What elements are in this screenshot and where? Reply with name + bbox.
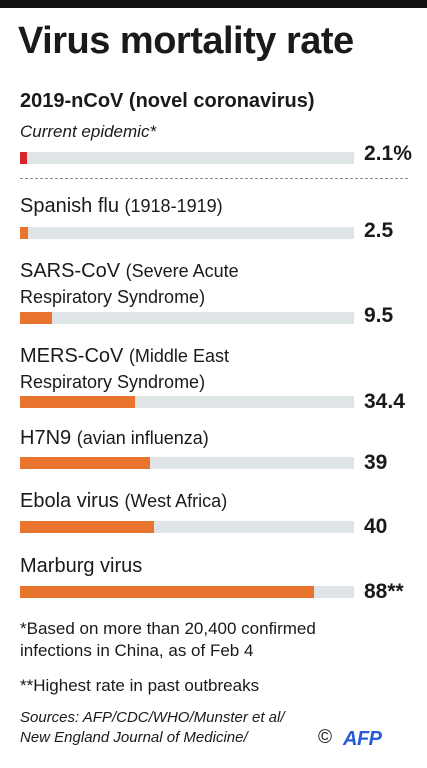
row-label-sars: SARS-CoV (Severe Acute xyxy=(20,258,239,284)
bar-track-spanish-flu xyxy=(20,227,354,239)
series-name: Spanish flu xyxy=(20,195,119,217)
afp-logo: AFP xyxy=(343,728,382,750)
bar-track-sars xyxy=(20,312,354,324)
value-label-h7n9: 39 xyxy=(364,451,388,474)
value-label-mers: 34.4 xyxy=(364,390,405,413)
value-label-marburg: 88** xyxy=(364,580,404,603)
bar-track-marburg xyxy=(20,586,354,598)
value-label-ncov: 2.1% xyxy=(364,142,412,165)
sources: Sources: AFP/CDC/WHO/Munster et al/ New … xyxy=(20,708,285,748)
chart-title: Virus mortality rate xyxy=(18,20,354,62)
sources-line1: Sources: AFP/CDC/WHO/Munster et al/ xyxy=(20,709,285,726)
row-label-ncov: 2019-nCoV (novel coronavirus) xyxy=(20,88,315,114)
series-sub: (1918-1919) xyxy=(124,196,223,216)
footnote-2: **Highest rate in past outbreaks xyxy=(20,676,260,695)
bar-h7n9 xyxy=(20,457,151,469)
footnote-1-line1: *Based on more than 20,400 confirmed xyxy=(20,619,316,638)
series-sub: (Severe Acute xyxy=(125,261,239,281)
series-sub: (West Africa) xyxy=(124,491,228,511)
copyright-symbol: © xyxy=(318,727,332,748)
bar-track-h7n9 xyxy=(20,457,354,469)
row-label-sars-line2: Respiratory Syndrome) xyxy=(20,287,206,307)
bar-track-ebola xyxy=(20,521,354,533)
series-sub: (avian influenza) xyxy=(76,428,209,448)
value-label-spanish-flu: 2.5 xyxy=(364,219,394,242)
row-label-ebola: Ebola virus (West Africa) xyxy=(20,488,227,514)
sources-line2: New England Journal of Medicine/ xyxy=(20,729,248,746)
bar-marburg xyxy=(20,586,314,598)
row-label-mers-line2: Respiratory Syndrome) xyxy=(20,372,206,392)
bar-sars xyxy=(20,312,52,324)
series-name: Ebola virus xyxy=(20,490,119,512)
series-name: Marburg virus xyxy=(20,555,143,577)
row-label-mers: MERS-CoV (Middle East xyxy=(20,343,229,369)
series-sub: (Middle East xyxy=(128,346,229,366)
bar-track-ncov xyxy=(20,152,354,164)
bar-ebola xyxy=(20,521,154,533)
top-bar xyxy=(0,0,427,8)
footnote-1-line2: infections in China, as of Feb 4 xyxy=(20,641,254,660)
bar-track-mers xyxy=(20,396,354,408)
value-label-sars: 9.5 xyxy=(364,304,394,327)
series-name: SARS-CoV xyxy=(20,260,121,282)
value-label-ebola: 40 xyxy=(364,515,388,538)
bar-spanish-flu xyxy=(20,227,29,239)
row-label-marburg: Marburg virus xyxy=(20,553,142,579)
row-label-h7n9: H7N9 (avian influenza) xyxy=(20,425,209,451)
bar-mers xyxy=(20,396,135,408)
series-name: MERS-CoV xyxy=(20,345,124,367)
row-note-ncov: Current epidemic* xyxy=(20,122,157,141)
series-name: H7N9 xyxy=(20,427,72,449)
series-name: 2019-nCoV (novel coronavirus) xyxy=(20,90,315,112)
bar-ncov xyxy=(20,152,27,164)
row-label-spanish-flu: Spanish flu (1918-1919) xyxy=(20,193,223,219)
separator xyxy=(20,178,408,179)
